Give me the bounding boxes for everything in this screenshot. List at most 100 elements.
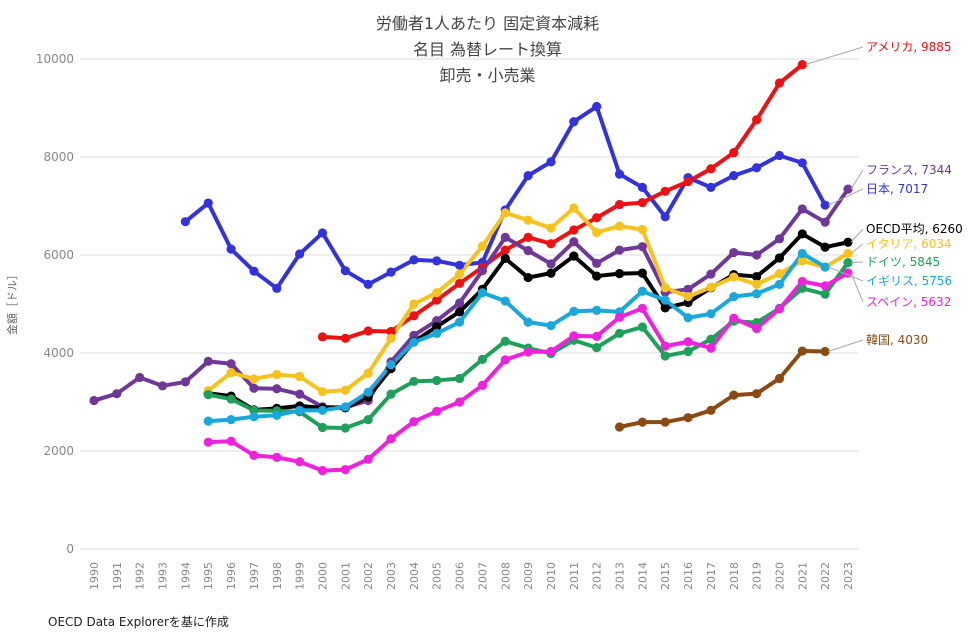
- data-point: [135, 372, 145, 383]
- data-point: [569, 203, 579, 213]
- data-point: [386, 333, 396, 343]
- data-point: [432, 375, 442, 386]
- data-point: [614, 422, 625, 432]
- data-point: [409, 299, 419, 309]
- data-point: [660, 295, 670, 305]
- series-label: 日本, 7017: [866, 182, 928, 196]
- data-point: [752, 271, 762, 282]
- series-points: [89, 60, 853, 476]
- data-point: [500, 253, 510, 264]
- data-point: [409, 337, 419, 347]
- data-point: [180, 217, 190, 227]
- data-point: [569, 251, 579, 261]
- x-tick-label: 1993: [157, 562, 170, 590]
- data-point: [774, 234, 785, 244]
- data-point: [843, 248, 853, 258]
- data-point: [706, 269, 716, 279]
- data-point: [683, 337, 693, 347]
- y-tick-labels: 0 2000 4000 6000 8000 10000: [36, 52, 74, 556]
- x-tick-label: 2010: [545, 562, 558, 590]
- data-point: [797, 158, 807, 168]
- data-point: [592, 213, 602, 223]
- data-point: [843, 184, 853, 194]
- data-point: [683, 284, 693, 294]
- data-point: [409, 376, 419, 387]
- data-point: [614, 269, 625, 279]
- data-point: [706, 164, 716, 174]
- data-point: [500, 296, 510, 306]
- data-point: [249, 405, 259, 415]
- data-point: [295, 249, 305, 259]
- data-point: [317, 332, 328, 342]
- data-point: [454, 298, 465, 308]
- data-point: [409, 330, 419, 340]
- data-point: [340, 423, 350, 433]
- data-point: [683, 413, 693, 423]
- data-point: [592, 258, 602, 268]
- data-point: [500, 208, 510, 218]
- x-tick-label: 1992: [134, 562, 147, 590]
- data-point: [249, 374, 259, 384]
- data-point: [454, 269, 465, 279]
- data-point: [820, 281, 830, 291]
- data-point: [546, 157, 556, 167]
- data-point: [523, 215, 533, 225]
- data-point: [340, 333, 350, 343]
- series-line: [92, 187, 850, 410]
- data-point: [249, 383, 259, 393]
- data-point: [683, 176, 693, 187]
- data-point: [637, 268, 647, 278]
- x-tick-label: 1994: [179, 562, 192, 590]
- x-tick-label: 2019: [751, 562, 764, 590]
- data-point: [317, 405, 328, 415]
- data-point: [454, 278, 465, 289]
- data-point: [386, 326, 396, 337]
- data-point: [409, 255, 419, 265]
- data-point: [203, 416, 213, 426]
- data-point: [386, 389, 396, 399]
- data-point: [432, 295, 442, 305]
- data-point: [637, 417, 647, 427]
- x-tick-label: 2003: [385, 562, 398, 590]
- chart-title-line-3: 卸売・小売業: [439, 66, 536, 85]
- data-point: [203, 198, 213, 208]
- leader-line: [827, 339, 864, 353]
- chart-title-line-1: 労働者1人あたり 固定資本減耗: [375, 14, 600, 33]
- data-point: [637, 182, 647, 192]
- data-point: [363, 454, 373, 464]
- data-point: [569, 225, 579, 235]
- data-point: [706, 343, 716, 353]
- data-point: [752, 279, 762, 289]
- data-point: [363, 326, 373, 336]
- data-point: [797, 248, 807, 259]
- x-tick-label: 1997: [248, 562, 261, 590]
- data-point: [272, 283, 282, 293]
- data-point: [797, 229, 807, 239]
- data-point: [409, 417, 419, 427]
- leader-line: [850, 169, 864, 190]
- data-point: [272, 369, 282, 380]
- data-point: [820, 217, 830, 227]
- data-point: [614, 312, 625, 322]
- data-point: [660, 186, 670, 196]
- data-point: [477, 241, 488, 251]
- data-point: [683, 292, 693, 302]
- data-point: [752, 323, 762, 334]
- data-point: [500, 232, 510, 242]
- data-point: [295, 389, 305, 399]
- data-point: [432, 256, 442, 266]
- leader-line: [850, 261, 864, 264]
- data-point: [683, 313, 693, 323]
- series-label: OECD平均, 6260: [866, 222, 963, 236]
- data-point: [592, 343, 602, 353]
- data-point: [660, 283, 670, 293]
- data-point: [729, 171, 739, 181]
- data-point: [454, 317, 465, 327]
- data-point: [569, 237, 579, 247]
- data-point: [363, 415, 373, 425]
- series-line: [617, 349, 828, 429]
- data-point: [317, 466, 328, 476]
- data-point: [432, 288, 442, 298]
- data-point: [249, 266, 259, 276]
- x-tick-label: 2016: [682, 562, 695, 590]
